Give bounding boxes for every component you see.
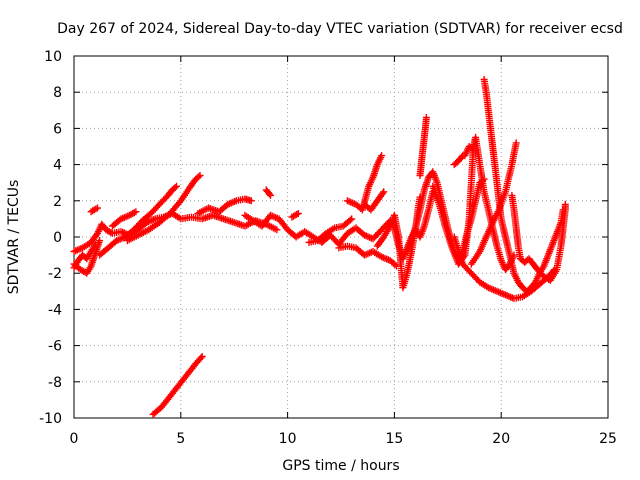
x-tick-label: 5 xyxy=(176,431,185,447)
data-point xyxy=(94,204,101,212)
data-point xyxy=(469,146,477,154)
x-tick-label: 20 xyxy=(492,431,510,447)
data-point xyxy=(294,210,302,217)
y-axis: -10 -8 -6 -4 -2 0 2 4 6 8 10 xyxy=(39,49,608,427)
grid xyxy=(74,56,608,418)
data-point xyxy=(391,261,399,269)
data-points xyxy=(70,76,569,418)
data-point xyxy=(195,173,203,181)
data-point xyxy=(458,153,466,161)
y-axis-label: SDTVAR / TECUs xyxy=(6,180,22,295)
data-point xyxy=(378,152,386,160)
data-point xyxy=(198,353,206,360)
data-point xyxy=(512,139,520,147)
x-tick-label: 15 xyxy=(385,431,403,447)
y-tick-label: 2 xyxy=(53,194,62,210)
data-point xyxy=(379,189,387,197)
x-axis: 0 5 10 15 20 25 xyxy=(70,56,617,447)
data-point xyxy=(293,210,301,218)
data-point xyxy=(265,190,273,198)
y-tick-label: -4 xyxy=(48,302,62,318)
y-tick-label: 6 xyxy=(53,121,62,137)
data-point xyxy=(92,205,100,213)
data-point xyxy=(173,182,180,190)
data-point xyxy=(247,197,255,205)
data-point xyxy=(348,215,356,223)
chart-title: Day 267 of 2024, Sidereal Day-to-day VTE… xyxy=(57,21,623,37)
data-point xyxy=(468,145,476,153)
data-point xyxy=(132,208,140,216)
y-tick-label: 8 xyxy=(53,85,62,101)
x-tick-label: 0 xyxy=(70,431,79,447)
data-point xyxy=(561,200,569,208)
data-point xyxy=(459,152,467,160)
y-tick-label: 10 xyxy=(44,49,62,65)
data-point xyxy=(91,240,99,248)
x-axis-label: GPS time / hours xyxy=(282,458,399,474)
data-point xyxy=(380,188,388,196)
x-tick-label: 10 xyxy=(279,431,297,447)
data-point xyxy=(196,172,204,179)
data-point xyxy=(273,226,281,234)
data-point xyxy=(171,184,179,191)
data-point xyxy=(267,191,274,199)
y-tick-label: -2 xyxy=(48,266,62,282)
y-tick-label: 0 xyxy=(53,230,62,246)
data-point xyxy=(197,354,205,362)
data-point xyxy=(346,216,354,224)
y-tick-label: -8 xyxy=(48,375,62,391)
data-point xyxy=(130,209,138,217)
y-tick-label: -6 xyxy=(48,339,62,355)
y-tick-label: -10 xyxy=(39,411,62,427)
data-point xyxy=(96,237,104,245)
y-tick-label: 4 xyxy=(53,158,62,174)
x-tick-label: 25 xyxy=(599,431,617,447)
data-point xyxy=(422,114,430,121)
